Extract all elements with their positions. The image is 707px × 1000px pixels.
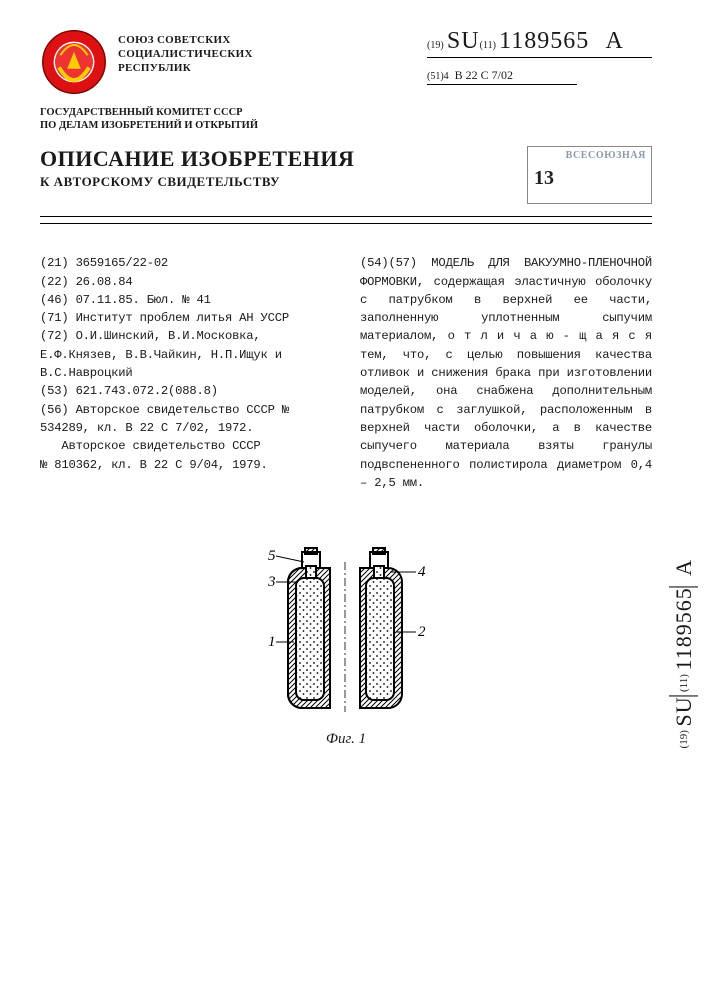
country-code: SU	[447, 28, 480, 54]
stamp-text: ВСЕСОЮЗНАЯ	[533, 150, 646, 161]
field-71: (71) Институт проблем литья АН УССР	[40, 309, 332, 327]
figure-1: 5 3 1 4 2 Фиг. 1	[40, 542, 652, 748]
side-prefix-11: (11)	[678, 674, 690, 692]
field-56a: (56) Авторское свидетельство СССР № 5342…	[40, 401, 332, 438]
separator-line	[40, 216, 652, 217]
field-46: (46) 07.11.85. Бюл. № 41	[40, 291, 332, 309]
figure-label-4: 4	[418, 564, 426, 580]
page: СОЮЗ СОВЕТСКИХ СОЦИАЛИСТИЧЕСКИХ РЕСПУБЛИ…	[0, 0, 707, 1000]
field-53: (53) 621.743.072.2(088.8)	[40, 382, 332, 400]
left-column: (21) 3659165/22-02 (22) 26.08.84 (46) 07…	[40, 254, 346, 492]
body-columns: (21) 3659165/22-02 (22) 26.08.84 (46) 07…	[40, 254, 652, 492]
figure-label-5: 5	[268, 548, 276, 564]
union-line: СОЦИАЛИСТИЧЕСКИХ	[118, 48, 253, 62]
field-22: (22) 26.08.84	[40, 273, 332, 291]
field-21: (21) 3659165/22-02	[40, 254, 332, 272]
ussr-emblem	[40, 28, 108, 96]
library-stamp: ВСЕСОЮЗНАЯ 13	[527, 146, 652, 204]
document-subtitle: К АВТОРСКОМУ СВИДЕТЕЛЬСТВУ	[40, 174, 354, 190]
union-line: СОЮЗ СОВЕТСКИХ	[118, 34, 253, 48]
abstract-body: (54)(57) МОДЕЛЬ ДЛЯ ВАКУУМНО-ПЛЕНОЧНОЙ Ф…	[360, 254, 652, 492]
side-publication-label: (19) SU (11) 1189565 A	[671, 560, 697, 748]
union-text: СОЮЗ СОВЕТСКИХ СОЦИАЛИСТИЧЕСКИХ РЕСПУБЛИ…	[118, 34, 253, 75]
figure-label-3: 3	[267, 574, 276, 590]
field-72: (72) О.И.Шинский, В.И.Московка, Е.Ф.Княз…	[40, 327, 332, 382]
union-line: РЕСПУБЛИК	[118, 62, 253, 76]
figure-label-1: 1	[268, 634, 276, 650]
figure-svg: 5 3 1 4 2	[256, 542, 436, 722]
side-prefix-19: (19)	[678, 730, 690, 748]
figure-caption: Фиг. 1	[40, 731, 652, 748]
kind-code: A	[606, 28, 624, 54]
side-su: SU	[669, 696, 698, 727]
title-row: ОПИСАНИЕ ИЗОБРЕТЕНИЯ К АВТОРСКОМУ СВИДЕТ…	[40, 146, 652, 204]
field-56b: Авторское свидетельство СССР	[40, 437, 332, 455]
publication-block: (19) SU(11) 1189565 A (51)4 B 22 C 7/02	[427, 28, 652, 85]
ipc-code: B 22 C 7/02	[455, 68, 513, 82]
stamp-number: 13	[534, 167, 554, 190]
prefix-19: (19)	[427, 40, 444, 51]
side-kind: A	[671, 560, 696, 576]
committee-line: ПО ДЕЛАМ ИЗОБРЕТЕНИЙ И ОТКРЫТИЙ	[40, 119, 652, 132]
publication-line: (19) SU(11) 1189565 A	[427, 28, 652, 58]
ipc-prefix: (51)4	[427, 71, 449, 82]
committee-text: ГОСУДАРСТВЕННЫЙ КОМИТЕТ СССР ПО ДЕЛАМ ИЗ…	[40, 106, 652, 132]
header-row: СОЮЗ СОВЕТСКИХ СОЦИАЛИСТИЧЕСКИХ РЕСПУБЛИ…	[40, 28, 652, 96]
title-block: ОПИСАНИЕ ИЗОБРЕТЕНИЯ К АВТОРСКОМУ СВИДЕТ…	[40, 146, 354, 190]
side-number: 1189565	[669, 586, 698, 670]
committee-line: ГОСУДАРСТВЕННЫЙ КОМИТЕТ СССР	[40, 106, 652, 119]
right-column: (54)(57) МОДЕЛЬ ДЛЯ ВАКУУМНО-ПЛЕНОЧНОЙ Ф…	[346, 254, 652, 492]
field-56b-line2: № 810362, кл. B 22 C 9/04, 1979.	[40, 456, 332, 474]
document-title: ОПИСАНИЕ ИЗОБРЕТЕНИЯ	[40, 146, 354, 172]
ipc-line: (51)4 B 22 C 7/02	[427, 68, 577, 85]
publication-number: 1189565	[499, 28, 589, 54]
figure-label-2: 2	[418, 624, 426, 640]
separator-line	[40, 223, 652, 224]
prefix-11: (11)	[480, 40, 496, 51]
